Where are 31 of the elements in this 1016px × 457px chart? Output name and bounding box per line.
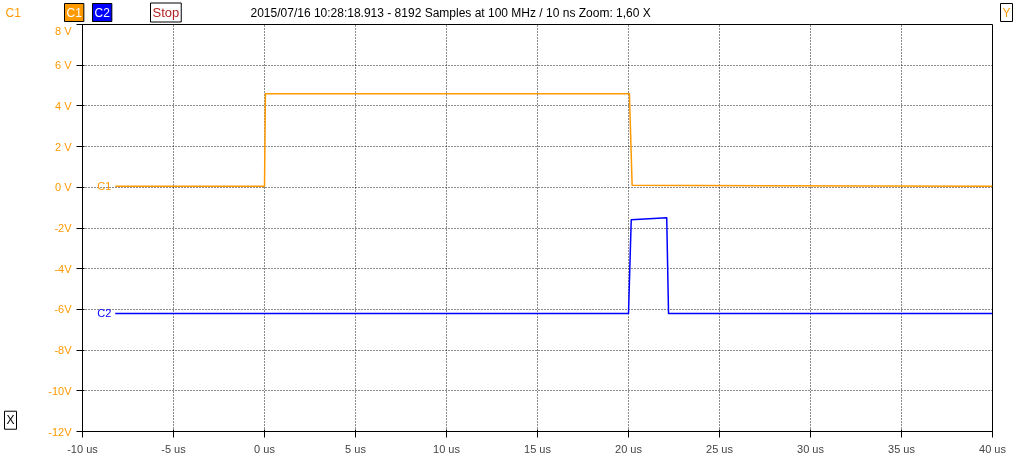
y-tick-label: 4 V — [54, 99, 73, 112]
text: Stop — [152, 5, 180, 20]
y-tick-label: 6 V — [54, 59, 73, 72]
x-tick-label: 20 us — [615, 442, 643, 455]
text: C2 — [94, 5, 111, 20]
x-tick-label: -10 us — [67, 442, 99, 455]
x-tick-label: -5 us — [161, 442, 187, 455]
y-tick-label: -12V — [48, 425, 73, 438]
x-tick-label: 40 us — [979, 442, 1007, 455]
x-tick-label: 0 us — [254, 442, 276, 455]
chart-title: 2015/07/16 10:28:18.913 - 8192 Samples at 100 MHz / 10 ns Zoom: 1,60 X — [250, 5, 651, 20]
y-tick-label: 0 V — [54, 181, 73, 194]
y-tick-label: 8 V — [54, 24, 73, 37]
text: C1 — [66, 5, 83, 20]
text: Y — [1002, 5, 1011, 20]
x-tick-label: 35 us — [888, 442, 916, 455]
y-tick-label: -6V — [54, 303, 73, 316]
x-tick-label: 5 us — [345, 442, 367, 455]
x-tick-label: 10 us — [433, 442, 461, 455]
y-tick-label: -4V — [54, 262, 73, 275]
series-label: C2 — [97, 307, 112, 320]
y-tick-label: 2 V — [54, 140, 73, 153]
y-tick-label: -8V — [54, 344, 73, 357]
x-tick-label: 15 us — [524, 442, 552, 455]
x-tick-label: 30 us — [797, 442, 825, 455]
series-label: C1 — [97, 180, 112, 193]
x-tick-label: 25 us — [706, 442, 734, 455]
text: C1 — [5, 5, 22, 20]
y-tick-label: -10V — [48, 384, 73, 397]
y-tick-label: -2V — [54, 222, 73, 234]
text: X — [6, 413, 15, 428]
